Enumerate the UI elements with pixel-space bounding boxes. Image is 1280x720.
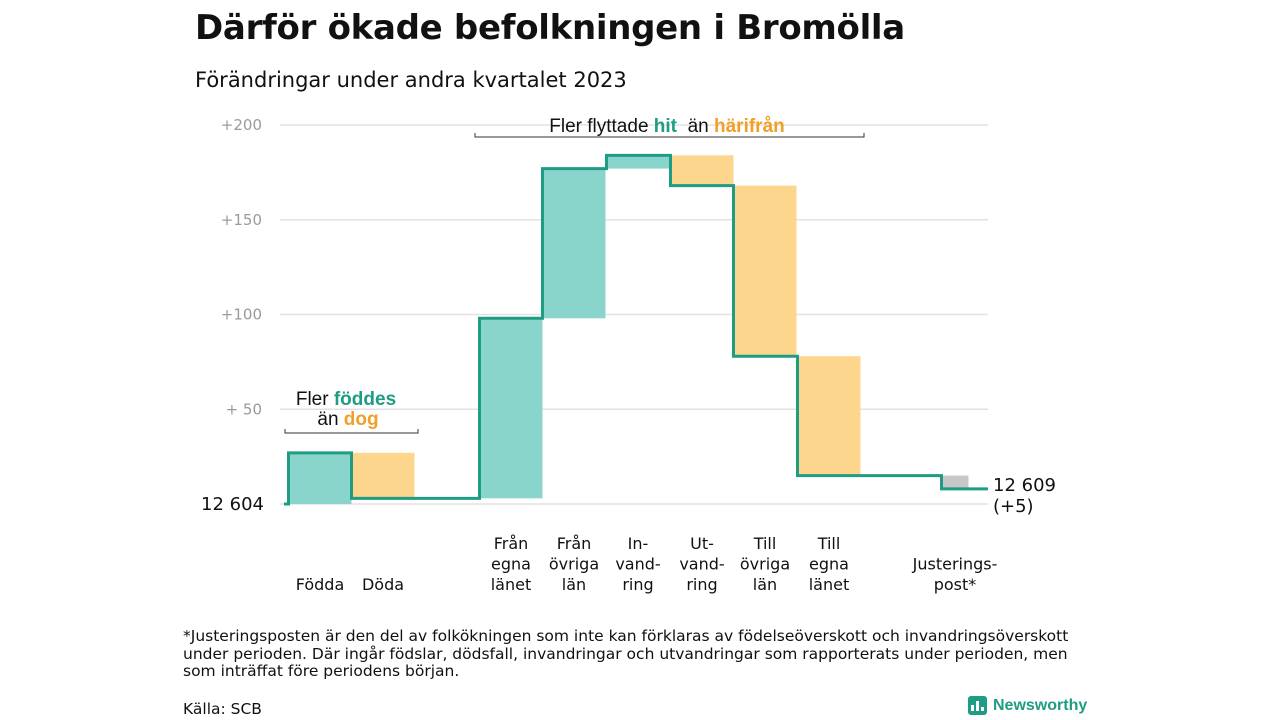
annotation-births-line1: Fler föddes — [296, 389, 396, 410]
bar-justerings-post- — [941, 475, 969, 489]
y-tick-label-50: + 50 — [226, 400, 262, 418]
brand-logo: Newsworthy — [968, 696, 1087, 715]
category-label-4-0: In- — [628, 534, 649, 553]
category-label-5-2: ring — [686, 575, 717, 594]
chart-title: Därför ökade befolkningen i Bromölla — [195, 8, 905, 48]
category-label-3-2: län — [562, 575, 586, 594]
bar-från-egna-länet — [479, 318, 543, 499]
bar-ut-vand-ring — [670, 155, 734, 186]
category-label-7-2: länet — [809, 575, 850, 594]
category-label-3-0: Från — [557, 534, 592, 553]
category-label-8-1: Justerings- — [912, 555, 998, 574]
category-label-2-2: länet — [491, 575, 532, 594]
end-value-label-1: (+5) — [993, 496, 1034, 517]
annotation-migration-bracket — [474, 133, 865, 138]
bar-till-övriga-län — [733, 185, 797, 357]
category-label-4-2: ring — [622, 575, 653, 594]
bar-från-övriga-län — [542, 168, 606, 319]
category-label-3-1: övriga — [549, 555, 599, 574]
category-label-2-1: egna — [491, 555, 531, 574]
category-label-8-2: post* — [934, 575, 977, 594]
cumulative-step-line — [284, 153, 988, 506]
category-label-5-1: vand- — [679, 555, 724, 574]
category-label-0-2: Födda — [296, 575, 345, 594]
bar-in-vand-ring — [606, 155, 670, 169]
bar-till-egna-länet — [797, 356, 861, 476]
brand-name: Newsworthy — [993, 696, 1088, 714]
end-value-label-0: 12 609 — [993, 475, 1056, 496]
category-label-1-2: Döda — [362, 575, 404, 594]
category-label-6-1: övriga — [740, 555, 790, 574]
category-label-6-0: Till — [753, 534, 777, 553]
category-label-2-0: Från — [494, 534, 529, 553]
category-label-6-2: län — [753, 575, 777, 594]
newsworthy-logo-icon — [968, 696, 987, 715]
chart-subtitle: Förändringar under andra kvartalet 2023 — [195, 68, 627, 92]
bar-döda — [351, 452, 415, 499]
bar-födda — [288, 452, 352, 504]
footnote: *Justeringsposten är den del av folkökni… — [183, 627, 1069, 680]
start-value-label: 12 604 — [201, 494, 264, 515]
y-tick-label-200: +200 — [221, 116, 262, 134]
y-tick-label-100: +100 — [221, 306, 262, 324]
y-tick-label-150: +150 — [221, 211, 262, 229]
annotation-births-line2: än dog — [317, 409, 378, 430]
category-label-4-1: vand- — [615, 555, 660, 574]
source-note: Källa: SCB — [183, 700, 262, 718]
category-label-7-0: Till — [817, 534, 841, 553]
annotation-births-bracket — [284, 429, 419, 434]
category-label-5-0: Ut- — [690, 534, 714, 553]
annotation-migration: Fler flyttade hit än härifrån — [549, 116, 785, 137]
category-label-7-1: egna — [809, 555, 849, 574]
